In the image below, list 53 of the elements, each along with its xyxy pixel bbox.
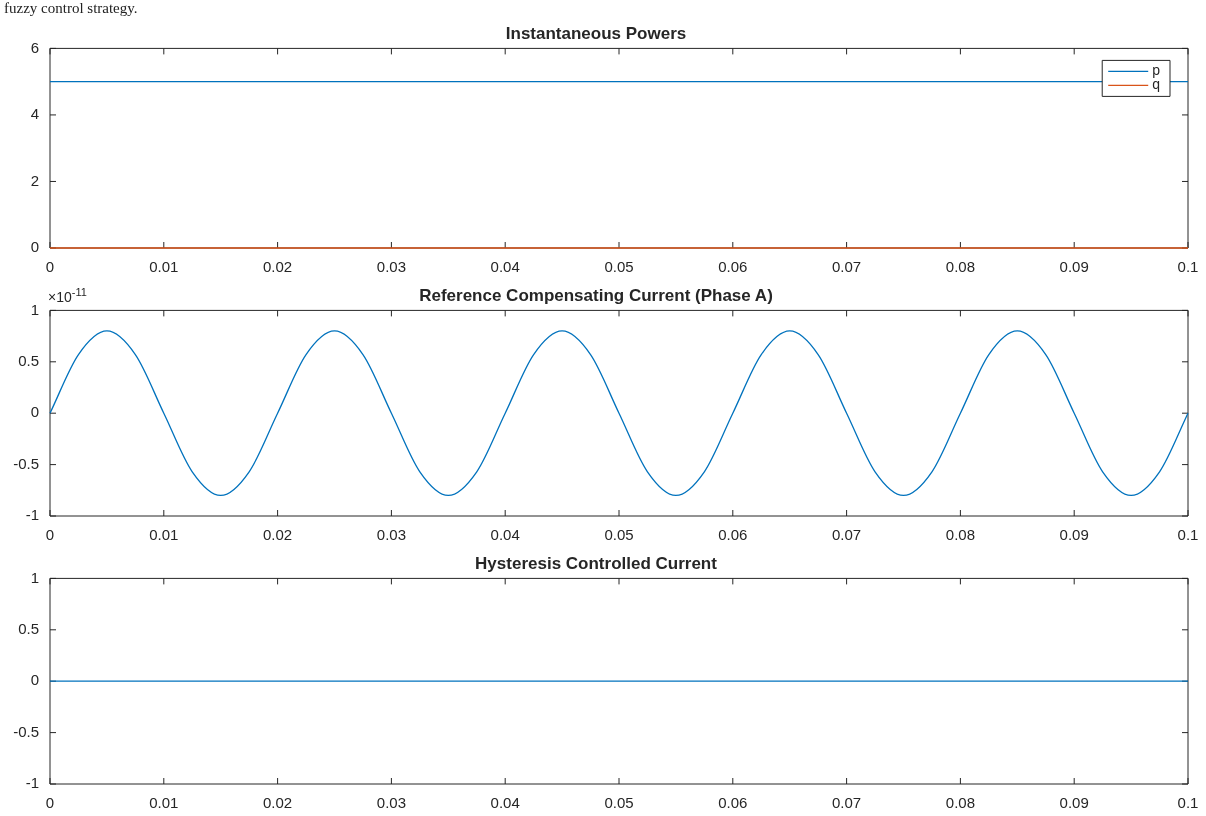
y-tick-label: 1: [30, 568, 39, 586]
x-tick-label: 0.07: [832, 526, 862, 544]
x-tick-label: 0.1: [1177, 526, 1199, 544]
text: fuzzy control strategy.: [3, 0, 139, 18]
x-tick-label: 0.1: [1177, 794, 1199, 812]
x-tick-label: 0.03: [376, 526, 406, 544]
y-tick-label: 0: [30, 671, 39, 689]
x-tick-label: 0: [45, 794, 55, 812]
x-tick-label: 0.06: [718, 794, 748, 812]
y-tick-label: 6: [30, 38, 39, 56]
x-tick-label: 0: [45, 526, 55, 544]
x-tick-label: 0.09: [1059, 526, 1089, 544]
x-tick-label: 0.06: [718, 258, 748, 276]
x-tick-label: 0.06: [718, 526, 748, 544]
y-tick-label: 2: [30, 171, 39, 189]
x-tick-label: 0.03: [376, 258, 406, 276]
x-tick-label: 0.01: [149, 526, 179, 544]
x-tick-label: 0.05: [604, 526, 634, 544]
chart-title: Instantaneous Powers: [505, 23, 687, 43]
x-tick-label: 0: [45, 258, 55, 276]
x-tick-label: 0.02: [263, 794, 293, 812]
line-series: [49, 330, 1189, 497]
x-tick-label: 0.09: [1059, 258, 1089, 276]
chart-title: Reference Compensating Current (Phase A): [419, 285, 773, 305]
x-tick-label: 0.1: [1177, 258, 1199, 276]
x-tick-label: 0.01: [149, 258, 179, 276]
x-tick-label: 0.08: [945, 526, 975, 544]
x-tick-label: 0.04: [490, 526, 520, 544]
y-tick-label: -1: [25, 506, 39, 524]
x-tick-label: 0.05: [604, 794, 634, 812]
x-tick-label: 0.07: [832, 258, 862, 276]
chart-title: Hysteresis Controlled Current: [475, 553, 718, 573]
x-tick-label: 0.02: [263, 258, 293, 276]
y-tick-label: 4: [30, 105, 39, 123]
y-tick-label: -1: [25, 774, 39, 792]
legend-label: p: [1152, 62, 1161, 79]
x-tick-label: 0.07: [832, 794, 862, 812]
y-tick-label: -0.5: [13, 454, 39, 472]
x-tick-label: 0.01: [149, 794, 179, 812]
y-tick-label: 0.5: [18, 351, 39, 369]
y-tick-label: 0.5: [18, 619, 39, 637]
y-tick-label: 0: [30, 403, 39, 421]
x-tick-label: 0.02: [263, 526, 293, 544]
x-tick-label: 0.04: [490, 794, 520, 812]
x-tick-label: 0.05: [604, 258, 634, 276]
y-tick-label: -0.5: [13, 722, 39, 740]
y-tick-label: 0: [30, 238, 39, 256]
x-tick-label: 0.09: [1059, 794, 1089, 812]
x-tick-label: 0.08: [945, 794, 975, 812]
y-tick-label: 1: [30, 300, 39, 318]
x-tick-label: 0.04: [490, 258, 520, 276]
x-tick-label: 0.08: [945, 258, 975, 276]
x-tick-label: 0.03: [376, 794, 406, 812]
